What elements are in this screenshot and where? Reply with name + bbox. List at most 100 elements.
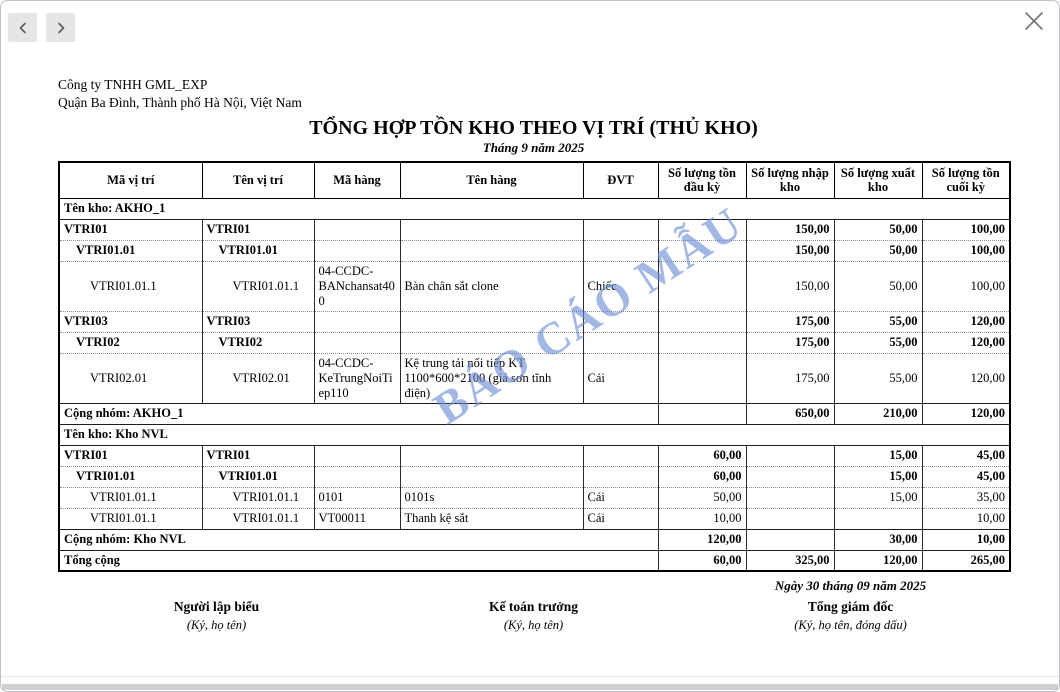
cell-ten-vi-tri: VTRI02	[201, 331, 315, 354]
cell-ton-dau-ky	[657, 218, 747, 241]
cell-ton-dau-ky	[657, 402, 747, 425]
page-bottom-divider	[1, 676, 1059, 677]
cell-ma-vi-tri: VTRI01.01	[58, 239, 203, 262]
cell-ton-dau-ky	[657, 352, 747, 404]
back-button[interactable]	[8, 13, 37, 42]
cell-ten-hang	[399, 310, 584, 333]
cell-xuat-kho: 15,00	[833, 444, 923, 467]
table-row: Tên kho: AKHO_1	[58, 197, 1011, 220]
group-total-label: Cộng nhóm: AKHO_1	[58, 402, 659, 425]
close-button[interactable]	[1021, 9, 1047, 35]
cell-ton-dau-ky: 120,00	[657, 528, 747, 551]
cell-xuat-kho: 55,00	[833, 352, 923, 404]
cell-ten-vi-tri: VTRI01.01.1	[201, 260, 315, 312]
cell-dvt	[582, 218, 659, 241]
horizontal-scrollbar[interactable]	[2, 684, 1058, 690]
cell-xuat-kho: 50,00	[833, 260, 923, 312]
cell-ton-cuoi-ky: 100,00	[921, 239, 1011, 262]
signature-title: Tổng giám đốc	[807, 599, 894, 614]
cell-xuat-kho: 50,00	[833, 239, 923, 262]
cell-ma-vi-tri: VTRI01.01.1	[58, 260, 203, 312]
cell-dvt: Cái	[582, 486, 659, 509]
cell-dvt	[582, 239, 659, 262]
table-row: Cộng nhóm: AKHO_1 650,00 210,00 120,00	[58, 402, 1011, 425]
signature-title: Người lập biểu	[173, 599, 260, 614]
cell-ten-hang: Bàn chân sắt clone	[399, 260, 584, 312]
table-row: VTRI01 VTRI01 150,00 50,00 100,00	[58, 218, 1011, 241]
warehouse-group-label: Tên kho: AKHO_1	[58, 197, 1011, 220]
cell-dvt: Cái	[582, 507, 659, 530]
report-date: Ngày 30 tháng 09 năm 2025	[774, 578, 927, 593]
signature-note: (Ký, họ tên)	[186, 618, 247, 632]
close-icon	[1023, 10, 1045, 35]
company-address: Quận Ba Đình, Thành phố Hà Nội, Việt Nam	[58, 95, 302, 110]
column-header: ĐVT	[582, 161, 659, 199]
signature-note: (Ký, họ tên)	[503, 618, 564, 632]
cell-ten-vi-tri: VTRI01.01.1	[201, 507, 315, 530]
cell-ma-hang: 0101	[313, 486, 401, 509]
cell-ma-vi-tri: VTRI01.01	[58, 465, 203, 488]
cell-xuat-kho: 55,00	[833, 331, 923, 354]
cell-xuat-kho: 15,00	[833, 486, 923, 509]
cell-ton-dau-ky: 60,00	[657, 444, 747, 467]
cell-nhap-kho: 650,00	[745, 402, 835, 425]
cell-ten-hang	[399, 218, 584, 241]
cell-ton-cuoi-ky: 45,00	[921, 465, 1011, 488]
cell-xuat-kho: 55,00	[833, 310, 923, 333]
cell-nhap-kho: 175,00	[745, 352, 835, 404]
cell-ma-vi-tri: VTRI03	[58, 310, 203, 333]
column-header: Số lượng nhập kho	[745, 161, 835, 199]
cell-ton-cuoi-ky: 35,00	[921, 486, 1011, 509]
cell-ton-dau-ky: 60,00	[657, 465, 747, 488]
chevron-right-icon	[55, 22, 67, 34]
table-row: VTRI02.01 VTRI02.01 04-CCDC-KeTrungNoiTiep…	[58, 352, 1011, 404]
cell-ma-hang: 04-CCDC-BANchansat400	[313, 260, 401, 312]
cell-ten-hang	[399, 465, 584, 488]
cell-ten-hang	[399, 239, 584, 262]
chevron-left-icon	[17, 22, 29, 34]
cell-xuat-kho: 50,00	[833, 218, 923, 241]
forward-button[interactable]	[46, 13, 75, 42]
cell-dvt	[582, 331, 659, 354]
cell-ton-dau-ky	[657, 260, 747, 312]
cell-ma-hang	[313, 331, 401, 354]
cell-ton-cuoi-ky: 120,00	[921, 402, 1011, 425]
cell-nhap-kho	[745, 528, 835, 551]
grand-total-label: Tổng cộng	[58, 549, 659, 572]
cell-nhap-kho: 150,00	[745, 260, 835, 312]
cell-nhap-kho: 175,00	[745, 331, 835, 354]
cell-ton-dau-ky	[657, 239, 747, 262]
cell-ma-vi-tri: VTRI01.01.1	[58, 486, 203, 509]
signature-block-preparer: Người lập biểu (Ký, họ tên)	[58, 599, 375, 633]
cell-ton-cuoi-ky: 265,00	[921, 549, 1011, 572]
report-page: Công ty TNHH GML_EXP Quận Ba Đình, Thành…	[1, 1, 1059, 633]
table-row: VTRI01 VTRI01 60,00 15,00 45,00	[58, 444, 1011, 467]
signature-block-chief-accountant: Kế toán trưởng (Ký, họ tên)	[375, 599, 692, 633]
column-header: Mã vị trí	[58, 161, 203, 199]
table-row: VTRI01.01.1 VTRI01.01.1 VT00011 Thanh kệ sắ…	[58, 507, 1011, 530]
cell-dvt	[582, 310, 659, 333]
cell-nhap-kho	[745, 465, 835, 488]
cell-ton-dau-ky	[657, 310, 747, 333]
cell-ten-vi-tri: VTRI01	[201, 444, 315, 467]
cell-ten-vi-tri: VTRI03	[201, 310, 315, 333]
report-footer: Ngày 30 tháng 09 năm 2025 Người lập biểu…	[58, 578, 1009, 633]
cell-ton-dau-ky	[657, 331, 747, 354]
cell-nhap-kho	[745, 507, 835, 530]
table-row: Cộng nhóm: Kho NVL 120,00 30,00 10,00	[58, 528, 1011, 551]
cell-ton-dau-ky: 60,00	[657, 549, 747, 572]
group-total-label: Cộng nhóm: Kho NVL	[58, 528, 659, 551]
cell-dvt	[582, 444, 659, 467]
cell-ten-hang: 0101s	[399, 486, 584, 509]
signature-block-general-director: Tổng giám đốc (Ký, họ tên, đóng dấu)	[692, 599, 1009, 633]
cell-nhap-kho: 175,00	[745, 310, 835, 333]
table-row: Tổng cộng 60,00 325,00 120,00 265,00	[58, 549, 1011, 572]
cell-dvt: Chiếc	[582, 260, 659, 312]
cell-ten-vi-tri: VTRI01.01	[201, 239, 315, 262]
table-row: VTRI01.01 VTRI01.01 150,00 50,00 100,00	[58, 239, 1011, 262]
cell-ton-dau-ky: 10,00	[657, 507, 747, 530]
cell-xuat-kho: 15,00	[833, 465, 923, 488]
column-header: Số lượng tồn cuối kỳ	[921, 161, 1011, 199]
report-subtitle: Tháng 9 năm 2025	[482, 140, 585, 155]
